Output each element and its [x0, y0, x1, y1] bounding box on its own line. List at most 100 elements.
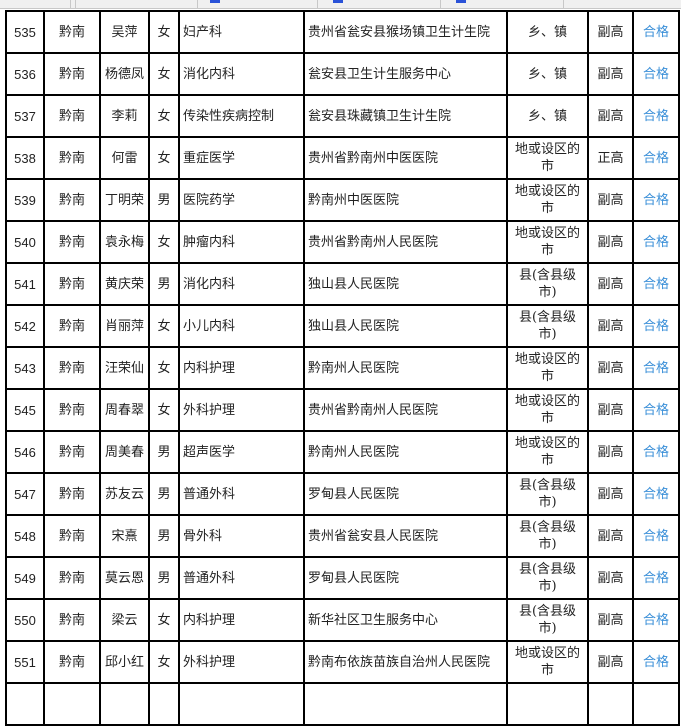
- region-cell: 黔南: [43, 52, 101, 96]
- specialty-cell: 外科护理: [178, 640, 305, 684]
- table-row: 547 黔南 苏友云男普通外科 罗甸县人民医院 县(含县级市) 副高 合格: [5, 472, 680, 516]
- region-cell: 黔南: [43, 388, 101, 432]
- title-cell: 副高: [587, 94, 634, 138]
- number-cell: 545: [5, 388, 45, 432]
- toolbar-divider: [70, 0, 71, 8]
- toolbar-icon[interactable]: [333, 0, 343, 3]
- name-cell: 周美春: [99, 430, 150, 474]
- level-cell: 县(含县级市): [506, 514, 589, 558]
- name-cell: 宋熹: [99, 514, 150, 558]
- result-link[interactable]: 合格: [632, 556, 680, 600]
- name-cell: 袁永梅: [99, 220, 150, 264]
- number-cell: 540: [5, 220, 45, 264]
- result-link[interactable]: 合格: [632, 10, 680, 54]
- unit-cell: 贵州省黔南州中医医院: [303, 136, 508, 180]
- specialty-cell: 传染性疾病控制: [178, 94, 305, 138]
- name-cell: 丁明荣: [99, 178, 150, 222]
- unit-cell: 独山县人民医院: [303, 304, 508, 348]
- region-cell: 黔南: [43, 94, 101, 138]
- specialty-cell: 重症医学: [178, 136, 305, 180]
- level-cell: 地或设区的市: [506, 388, 589, 432]
- number-cell: 538: [5, 136, 45, 180]
- title-cell: 副高: [587, 52, 634, 96]
- name-cell: 肖丽萍: [99, 304, 150, 348]
- table-row: 543 黔南 汪荣仙女内科护理 黔南州人民医院 地或设区的市 副高 合格: [5, 346, 680, 390]
- result-link[interactable]: 合格: [632, 136, 680, 180]
- title-cell: 副高: [587, 640, 634, 684]
- result-link[interactable]: 合格: [632, 178, 680, 222]
- number-cell: 539: [5, 178, 45, 222]
- unit-cell: 罗甸县人民医院: [303, 556, 508, 600]
- name-cell: 杨德凤: [99, 52, 150, 96]
- specialty-cell: 肿瘤内科: [178, 220, 305, 264]
- number-cell: 535: [5, 10, 45, 54]
- unit-cell: 黔南布依族苗族自治州人民医院: [303, 640, 508, 684]
- result-link[interactable]: 合格: [632, 640, 680, 684]
- title-cell: 副高: [587, 430, 634, 474]
- sex-cell: 女: [148, 304, 180, 348]
- unit-cell: 贵州省瓮安县人民医院: [303, 514, 508, 558]
- number-cell: 546: [5, 430, 45, 474]
- title-cell: 副高: [587, 178, 634, 222]
- result-link[interactable]: 合格: [632, 472, 680, 516]
- number-cell: 549: [5, 556, 45, 600]
- specialty-cell: 普通外科: [178, 556, 305, 600]
- result-link[interactable]: 合格: [632, 262, 680, 306]
- number-cell: 551: [5, 640, 45, 684]
- number-cell: 547: [5, 472, 45, 516]
- specialty-cell: 外科护理: [178, 388, 305, 432]
- unit-cell: 黔南州人民医院: [303, 346, 508, 390]
- level-cell: 县(含县级市): [506, 598, 589, 642]
- number-cell: 543: [5, 346, 45, 390]
- unit-cell: 黔南州人民医院: [303, 430, 508, 474]
- result-link[interactable]: 合格: [632, 388, 680, 432]
- name-cell: 周春翠: [99, 388, 150, 432]
- title-cell: 副高: [587, 472, 634, 516]
- name-cell: 李莉: [99, 94, 150, 138]
- specialty-cell: 小儿内科: [178, 304, 305, 348]
- specialty-cell: 消化内科: [178, 52, 305, 96]
- title-cell: 副高: [587, 220, 634, 264]
- result-link[interactable]: 合格: [632, 346, 680, 390]
- sex-cell: 女: [148, 346, 180, 390]
- result-link[interactable]: 合格: [632, 94, 680, 138]
- table-row: 546 黔南 周美春男超声医学 黔南州人民医院 地或设区的市 副高 合格: [5, 430, 680, 474]
- toolbar-divider: [197, 0, 198, 8]
- number-cell: 550: [5, 598, 45, 642]
- title-cell: 副高: [587, 304, 634, 348]
- region-cell: 黔南: [43, 262, 101, 306]
- unit-cell: 贵州省瓮安县猴场镇卫生计生院: [303, 10, 508, 54]
- sex-cell: 男: [148, 430, 180, 474]
- level-cell: 县(含县级市): [506, 262, 589, 306]
- region-cell: 黔南: [43, 472, 101, 516]
- toolbar-icon[interactable]: [456, 0, 466, 3]
- result-link[interactable]: 合格: [632, 598, 680, 642]
- table-row: 535 黔南 吴萍女妇产科 贵州省瓮安县猴场镇卫生计生院 乡、镇 副高 合格: [5, 10, 680, 54]
- unit-cell: 独山县人民医院: [303, 262, 508, 306]
- sex-cell: 男: [148, 262, 180, 306]
- title-cell: 副高: [587, 514, 634, 558]
- sex-cell: 女: [148, 94, 180, 138]
- sex-cell: 男: [148, 178, 180, 222]
- specialty-cell: 妇产科: [178, 10, 305, 54]
- sex-cell: 男: [148, 514, 180, 558]
- name-cell: 汪荣仙: [99, 346, 150, 390]
- result-link[interactable]: 合格: [632, 514, 680, 558]
- sex-cell: 女: [148, 640, 180, 684]
- title-cell: 副高: [587, 556, 634, 600]
- top-toolbar-strip: [0, 0, 681, 9]
- result-link[interactable]: 合格: [632, 430, 680, 474]
- result-link[interactable]: 合格: [632, 304, 680, 348]
- region-cell: 黔南: [43, 220, 101, 264]
- result-link[interactable]: 合格: [632, 52, 680, 96]
- number-cell: 541: [5, 262, 45, 306]
- region-cell: 黔南: [43, 598, 101, 642]
- unit-cell: 贵州省黔南州人民医院: [303, 388, 508, 432]
- toolbar-icon[interactable]: [210, 0, 220, 3]
- specialty-cell: 骨外科: [178, 514, 305, 558]
- result-link[interactable]: 合格: [632, 220, 680, 264]
- level-cell: 县(含县级市): [506, 472, 589, 516]
- unit-cell: 贵州省黔南州人民医院: [303, 220, 508, 264]
- name-cell: 梁云: [99, 598, 150, 642]
- sex-cell: 女: [148, 220, 180, 264]
